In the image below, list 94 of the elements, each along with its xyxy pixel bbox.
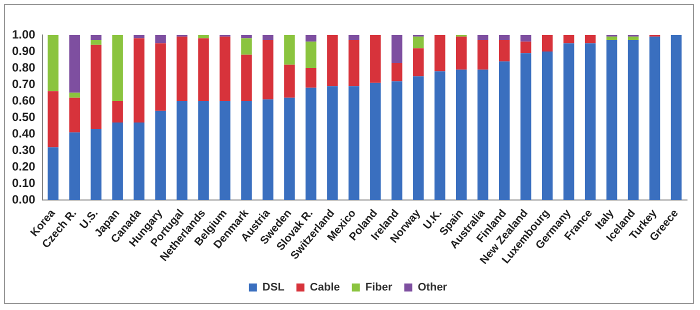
bar [413, 76, 424, 200]
bar [262, 40, 274, 100]
y-tick-label: 1.00 [12, 27, 36, 42]
bar [348, 35, 360, 40]
legend-label: Cable [310, 282, 340, 294]
y-tick-label: 0.80 [12, 60, 36, 74]
y-tick-label: 0.90 [12, 44, 36, 58]
bar [392, 63, 402, 82]
bar [542, 52, 553, 200]
bar [584, 35, 596, 44]
bar [262, 35, 274, 40]
bar [649, 36, 660, 200]
bar [670, 35, 682, 200]
y-tick-label: 0.30 [12, 142, 36, 157]
bar [413, 48, 424, 76]
bar [48, 35, 58, 92]
bar [520, 35, 532, 42]
bar [241, 101, 252, 200]
bar [48, 91, 58, 148]
bar [306, 88, 316, 200]
bar [112, 122, 123, 200]
bar [284, 64, 295, 98]
bar [90, 40, 102, 45]
bar [392, 35, 402, 64]
bar [284, 98, 295, 200]
bar [477, 40, 488, 70]
bar [520, 42, 532, 54]
bar [155, 110, 166, 200]
bar [434, 35, 446, 72]
bar [198, 101, 209, 200]
bar [69, 35, 80, 93]
bar [370, 82, 381, 200]
bar [498, 40, 510, 62]
bar [628, 36, 639, 40]
bar [563, 35, 574, 44]
bar [198, 38, 209, 102]
bar [306, 35, 316, 42]
bar [241, 38, 252, 55]
bar [477, 70, 488, 200]
bar [606, 40, 618, 200]
bar [90, 35, 102, 40]
bar [90, 44, 102, 130]
bar [520, 53, 532, 200]
bar [542, 35, 553, 52]
bar [176, 36, 188, 102]
bar [413, 36, 424, 48]
bar [112, 35, 123, 102]
y-tick-label: 0.10 [12, 176, 36, 190]
bar [90, 129, 102, 200]
bar [563, 43, 574, 200]
bar [306, 68, 316, 88]
bar [348, 40, 360, 86]
bar [584, 43, 596, 200]
bar [456, 70, 467, 200]
y-tick-label: 0.50 [12, 110, 36, 124]
bar [112, 101, 123, 122]
bar [48, 147, 58, 200]
bar [477, 35, 488, 40]
y-tick-label: 0.40 [12, 126, 36, 140]
bar [69, 132, 80, 200]
bar [69, 92, 80, 98]
legend-label: Fiber [365, 282, 393, 294]
legend-label: Other [418, 282, 448, 294]
bar [370, 35, 381, 83]
bar [456, 36, 467, 70]
bar [241, 54, 252, 102]
bar [220, 36, 230, 102]
bar [198, 35, 209, 38]
bar [498, 61, 510, 200]
bar [434, 71, 446, 200]
bar [284, 35, 295, 65]
bar [134, 122, 144, 200]
bar [176, 101, 188, 200]
bar [392, 81, 402, 200]
bar [262, 99, 274, 200]
bar [241, 35, 252, 38]
bar [327, 35, 338, 86]
bar [628, 40, 639, 200]
bar [220, 101, 230, 200]
bar [134, 35, 144, 38]
bar [606, 36, 618, 40]
y-tick-label: 0.00 [12, 192, 36, 206]
bar [155, 35, 166, 44]
bar [327, 86, 338, 200]
y-tick-label: 0.70 [12, 76, 36, 91]
bar [348, 86, 360, 200]
bar [498, 35, 510, 40]
bar [69, 98, 80, 132]
bar [155, 43, 166, 111]
bar [134, 38, 144, 122]
bar [306, 42, 316, 68]
y-tick-label: 0.20 [12, 159, 36, 174]
legend-label: DSL [262, 282, 285, 294]
y-tick-label: 0.60 [12, 93, 36, 108]
